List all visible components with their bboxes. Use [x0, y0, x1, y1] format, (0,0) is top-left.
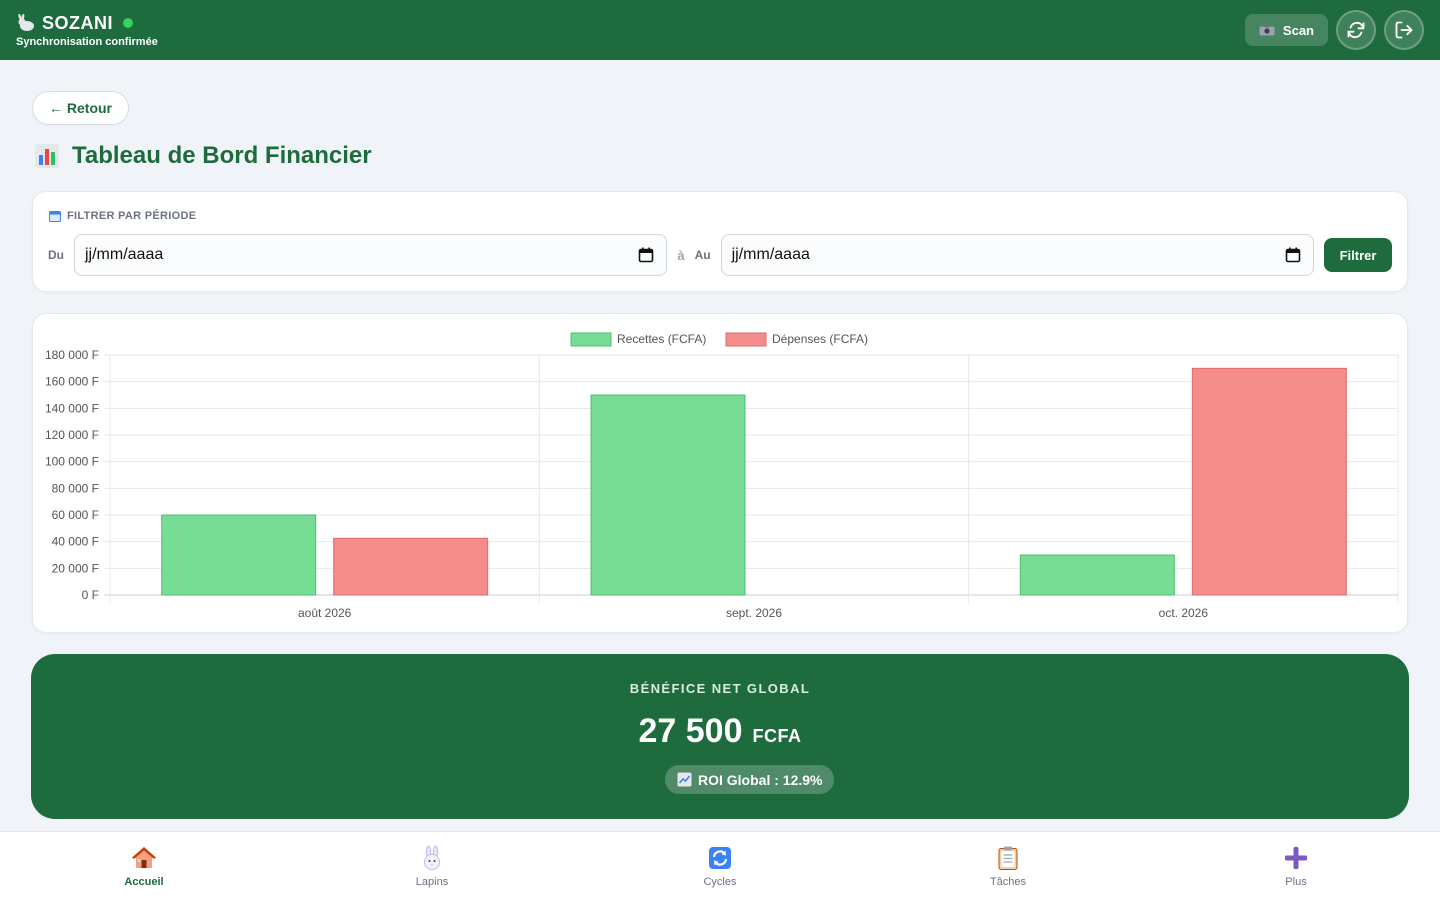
nav-item-cycles[interactable]: Cycles [576, 832, 864, 900]
rabbit-logo-icon [18, 14, 34, 31]
scan-label: Scan [1282, 22, 1314, 38]
y-tick-label: 60 000 F [52, 508, 99, 522]
x-tick-label: août 2026 [298, 606, 352, 620]
top-bar: SOZANI Synchronisation confirmée Scan [0, 0, 1440, 60]
bar-depenses [333, 537, 489, 596]
bar-chart-icon [35, 144, 59, 168]
date-from-input[interactable]: jj/mm/aaaa [74, 234, 668, 276]
bar-depenses [1191, 367, 1347, 596]
net-profit-label: BÉNÉFICE NET GLOBAL [629, 681, 811, 696]
roi-badge: ROI Global : 12.9% [665, 765, 835, 794]
bottom-nav: Accueil Lapins Cycles Tâches [0, 831, 1440, 900]
nav-item-taches[interactable]: Tâches [864, 832, 1152, 900]
chart-card: 0 F 20 000 F 40 000 F 60 000 F 80 000 F 100 0… [32, 313, 1408, 633]
y-tick-label: 120 000 F [45, 428, 99, 442]
filter-button[interactable]: Filtrer [1324, 238, 1393, 272]
roi-text: ROI Global : 12.9% [698, 771, 823, 788]
to-label: Au [694, 248, 711, 262]
cycle-icon [709, 846, 731, 869]
legend-swatch [725, 332, 767, 347]
logout-icon [1395, 21, 1413, 39]
nav-item-lapins[interactable]: Lapins [288, 832, 576, 900]
nav-item-plus[interactable]: Plus [1152, 832, 1440, 900]
rabbit-icon [424, 845, 440, 870]
nav-label: Plus [1285, 875, 1307, 888]
date-to-input[interactable]: jj/mm/aaaa [720, 234, 1315, 276]
y-tick-label: 140 000 F [45, 401, 99, 415]
house-icon [132, 846, 156, 868]
legend-label: Dépenses (FCFA) [772, 332, 868, 346]
app-name: SOZANI [42, 12, 114, 33]
y-tick-label: 20 000 F [52, 561, 99, 575]
x-tick-label: sept. 2026 [726, 606, 782, 620]
nav-label: Accueil [124, 875, 164, 888]
y-tick-label: 160 000 F [45, 375, 99, 389]
bar-recettes [1019, 554, 1175, 596]
net-profit-currency: FCFA [752, 726, 802, 746]
bar-recettes [161, 514, 317, 596]
net-profit-value: 27 500 FCFA [31, 712, 1409, 751]
nav-label: Cycles [703, 875, 737, 888]
from-label: Du [48, 248, 64, 262]
back-button[interactable]: ← Retour [32, 91, 129, 125]
x-tick-label: oct. 2026 [1159, 606, 1209, 620]
calendar-picker-icon[interactable] [638, 247, 654, 263]
page-title: Tableau de Bord Financier [34, 142, 372, 170]
finance-bar-chart: 0 F 20 000 F 40 000 F 60 000 F 80 000 F 100 0… [45, 332, 1399, 620]
page-title-text: Tableau de Bord Financier [72, 142, 372, 169]
net-profit-amount: 27 500 [638, 712, 743, 750]
calendar-icon [49, 211, 61, 222]
refresh-button[interactable] [1336, 10, 1376, 50]
camera-icon [1259, 24, 1275, 36]
bar-recettes [590, 394, 746, 596]
nav-label: Lapins [415, 875, 449, 888]
sync-status-text: Synchronisation confirmée [16, 35, 158, 48]
y-tick-label: 0 F [82, 588, 99, 602]
refresh-icon [1347, 21, 1365, 39]
filter-heading-text: FILTRER PAR PÉRIODE [67, 210, 197, 222]
filter-heading: FILTRER PAR PÉRIODE [49, 210, 196, 222]
y-tick-label: 80 000 F [52, 481, 99, 495]
y-tick-label: 100 000 F [45, 455, 99, 469]
filter-card: FILTRER PAR PÉRIODE Du jj/mm/aaaa à Au j… [32, 191, 1408, 292]
legend-swatch [570, 332, 612, 347]
brand: SOZANI Synchronisation confirmée [16, 13, 158, 48]
sync-status-dot [123, 18, 134, 28]
y-tick-label: 40 000 F [52, 535, 99, 549]
nav-item-accueil[interactable]: Accueil [0, 832, 288, 900]
date-to-value: jj/mm/aaaa [731, 246, 810, 263]
calendar-picker-icon[interactable] [1285, 247, 1301, 263]
y-tick-label: 180 000 F [45, 348, 99, 362]
clipboard-icon [998, 846, 1018, 870]
logout-button[interactable] [1384, 10, 1424, 50]
net-profit-card: BÉNÉFICE NET GLOBAL 27 500 FCFA ROI Glob… [31, 654, 1409, 819]
date-from-value: jj/mm/aaaa [85, 246, 164, 263]
scan-button[interactable]: Scan [1244, 14, 1328, 46]
plus-icon [1285, 846, 1307, 869]
legend-label: Recettes (FCFA) [617, 332, 706, 346]
range-separator: à [677, 247, 685, 263]
nav-label: Tâches [989, 875, 1027, 888]
trending-up-icon [677, 772, 692, 787]
